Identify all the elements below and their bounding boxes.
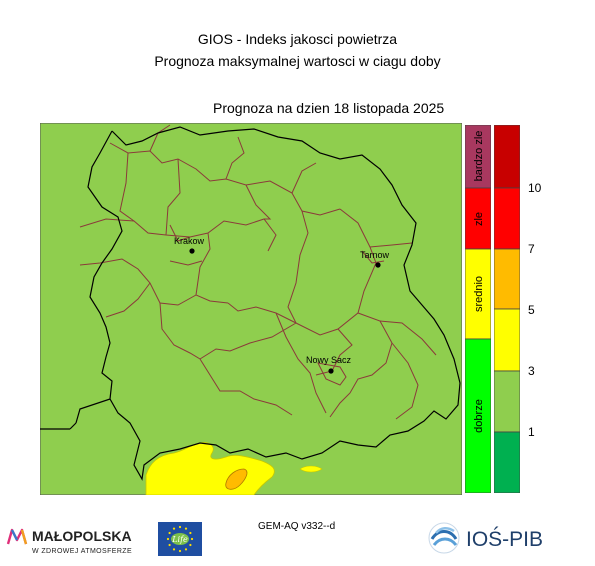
category-label-bardzo-zle: bardzo zle [473, 131, 485, 182]
category-label-dobrze: dobrze [473, 399, 485, 433]
svg-text:MAŁOPOLSKA: MAŁOPOLSKA [32, 528, 132, 544]
scale-step-1 [494, 125, 520, 189]
scale-step-6 [494, 431, 520, 493]
scale-step-3 [494, 248, 520, 310]
scale-tick-10: 10 [528, 181, 542, 195]
category-dobrze [465, 338, 491, 493]
city-label-krakow: Krakow [174, 236, 205, 246]
svg-text:IOŚ-PIB: IOŚ-PIB [466, 527, 543, 551]
city-marker-nowy-sacz [328, 368, 334, 374]
color-scale [494, 125, 520, 493]
scale-tick-1: 1 [528, 425, 535, 439]
title-line-1: GIOS - Indeks jakosci powietrza [197, 31, 398, 47]
city-label-nowy-sacz: Nowy Sacz [306, 355, 352, 365]
forecast-map: Krakow Tarnow Nowy Sacz [40, 123, 462, 495]
svg-text:Life: Life [171, 535, 188, 544]
scale-step-4 [494, 308, 520, 372]
scale-step-2 [494, 187, 520, 250]
category-label-zle: zle [473, 212, 485, 226]
scale-tick-3: 3 [528, 364, 535, 378]
scale-tick-7: 7 [528, 242, 535, 256]
region-border [40, 126, 461, 481]
category-legend: bardzo zle zle srednio dobrze [465, 125, 491, 493]
city-label-tarnow: Tarnow [360, 250, 390, 260]
city-marker-krakow [189, 248, 195, 254]
category-label-srednio: srednio [473, 276, 485, 312]
elevated-spot [225, 468, 248, 490]
svg-text:W ZDROWEJ ATMOSFERZE: W ZDROWEJ ATMOSFERZE [32, 548, 132, 555]
scale-tick-5: 5 [528, 303, 535, 317]
malopolska-logo: MAŁOPOLSKA W ZDROWEJ ATMOSFERZE [6, 528, 132, 555]
city-marker-tarnow [375, 262, 381, 268]
title-line-2: Prognoza maksymalnej wartosci w ciagu do… [154, 53, 441, 69]
ios-pib-logo: IOŚ-PIB [428, 522, 543, 554]
forecast-date: Prognoza na dzien 18 listopada 2025 [213, 100, 445, 116]
eu-life-logo: Life [158, 522, 202, 556]
district-borders [79, 124, 437, 420]
moderate-area-2 [299, 465, 323, 473]
scale-step-5 [494, 370, 520, 433]
model-label: GEM-AQ v332--d [258, 521, 336, 532]
map-background [40, 123, 462, 495]
